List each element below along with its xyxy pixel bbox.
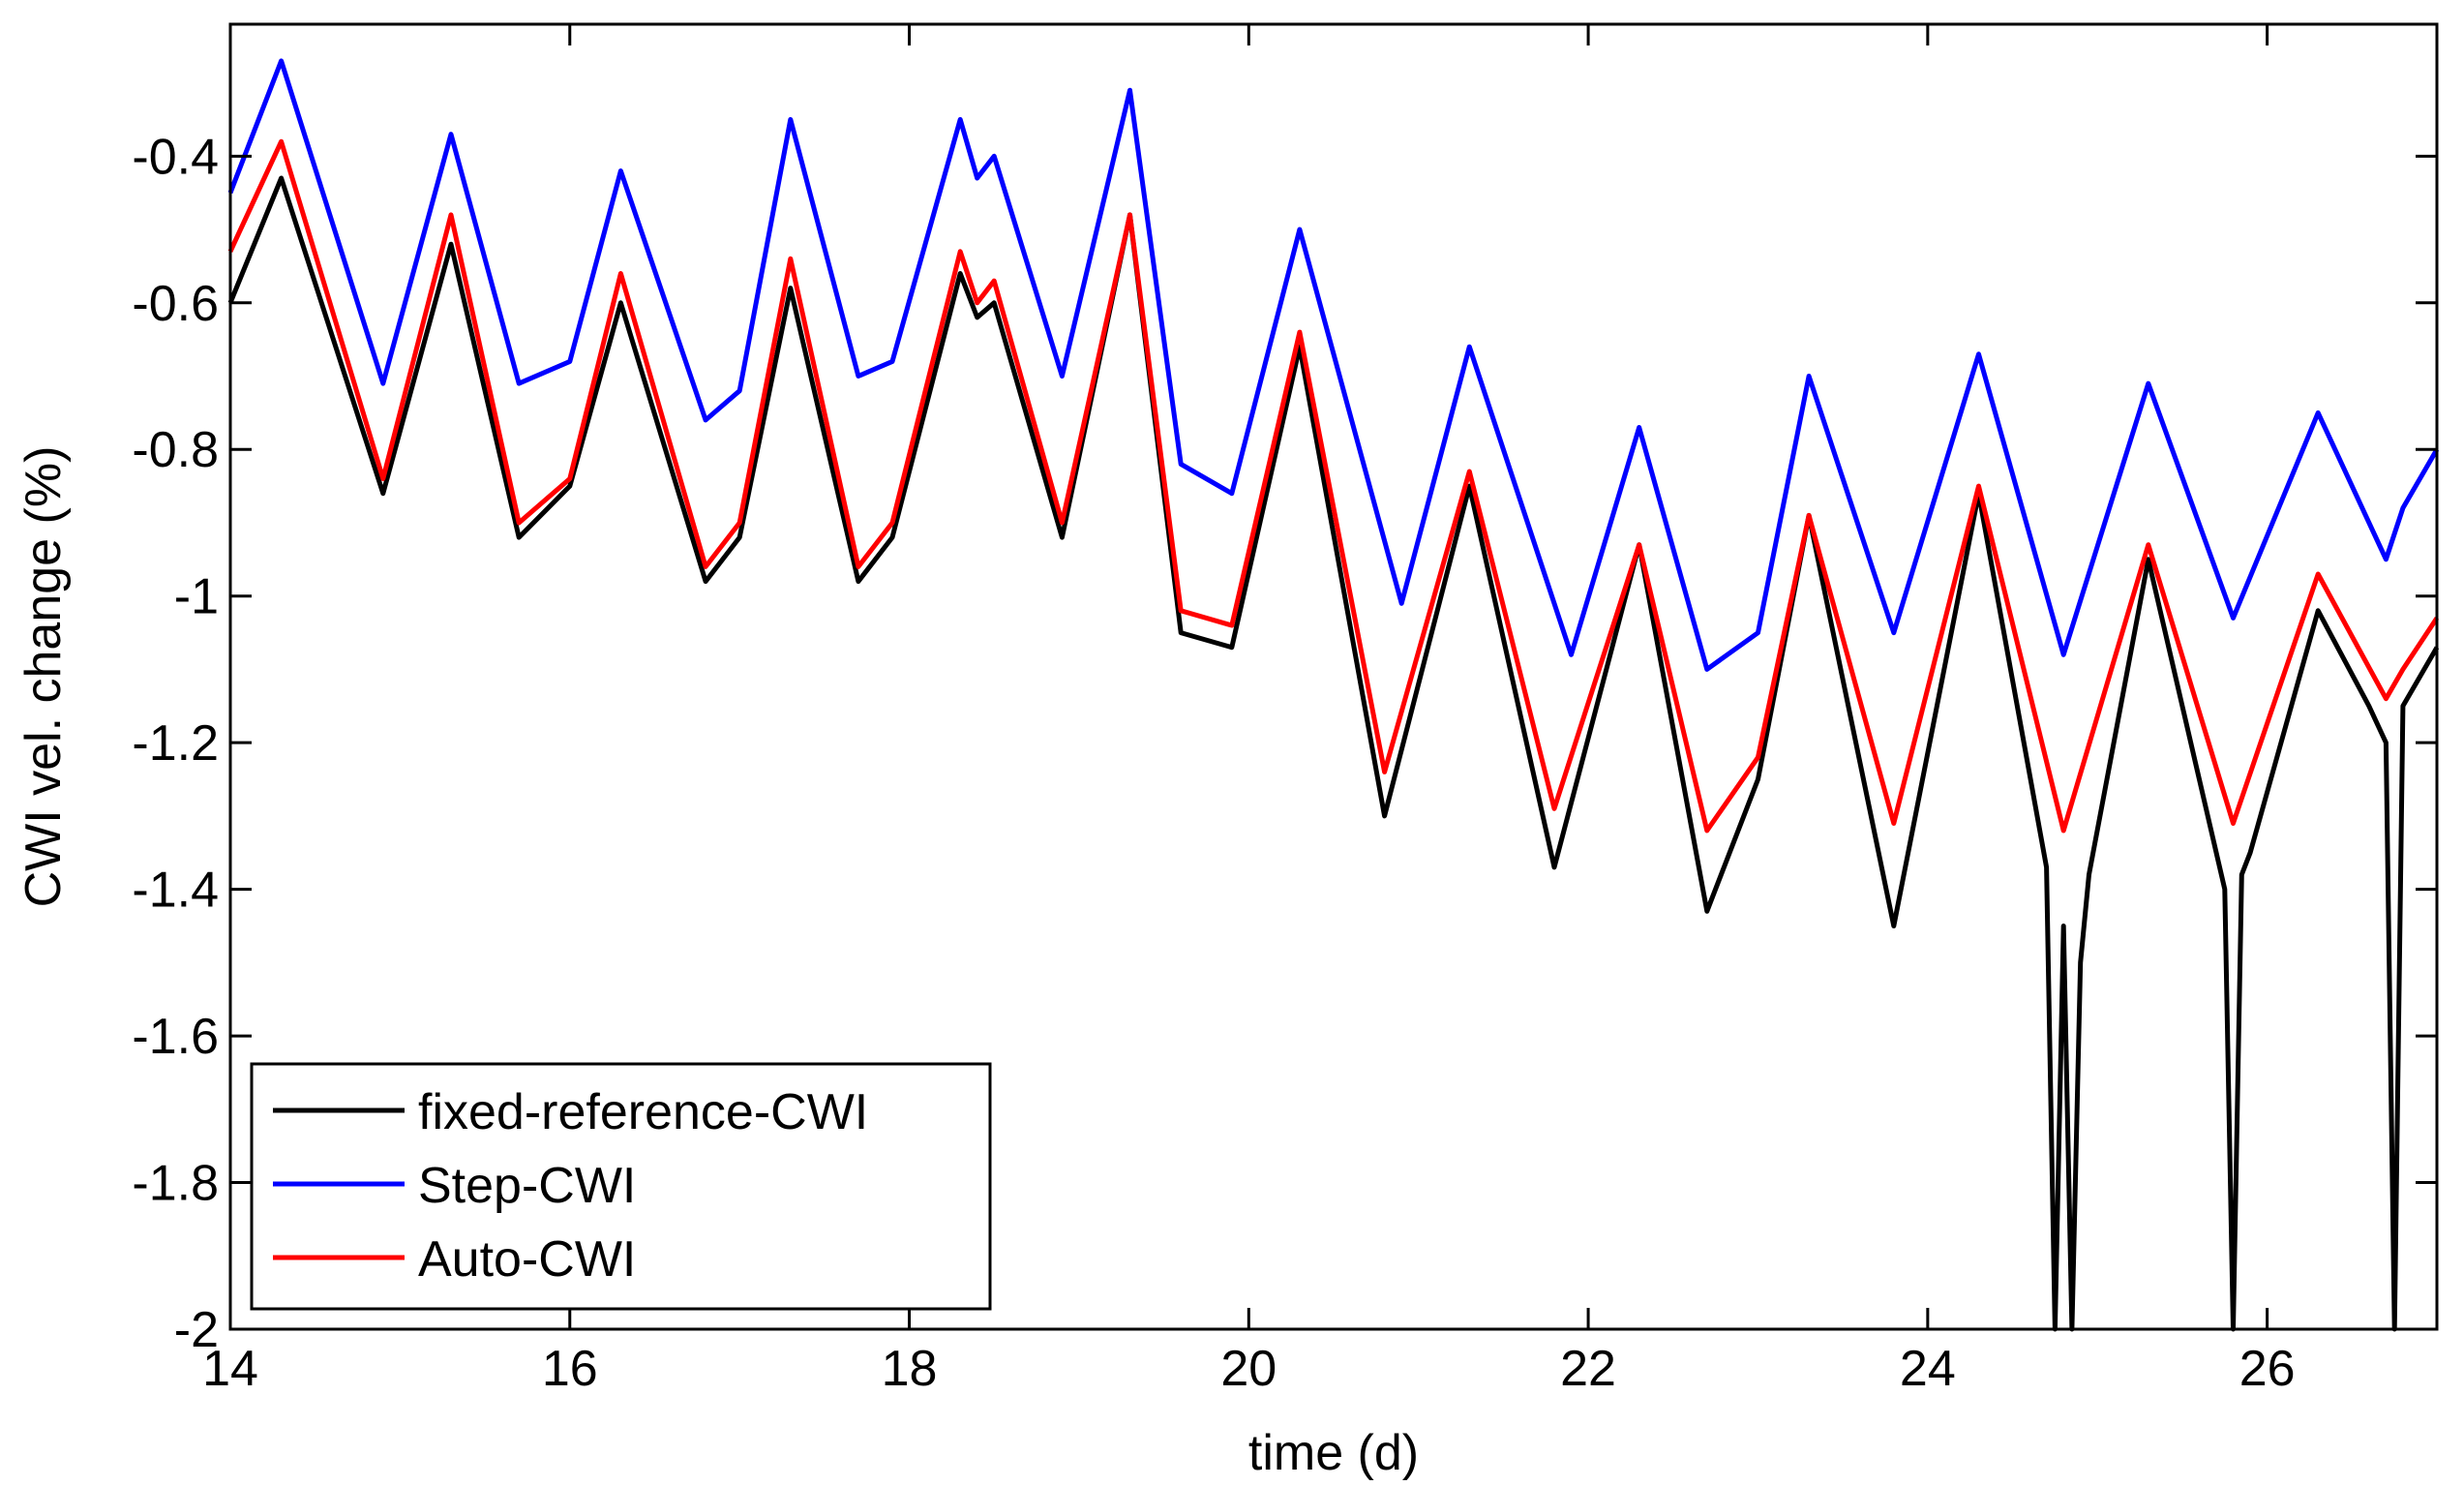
x-tick-label: 24: [1900, 1341, 1956, 1397]
x-axis-title: time (d): [1248, 1425, 1419, 1481]
y-axis-title: CWI vel. change (%): [15, 446, 72, 908]
x-tick-label: 18: [882, 1341, 938, 1397]
legend-label-step: Step-CWI: [418, 1158, 636, 1214]
x-tick-label: 16: [542, 1341, 598, 1397]
y-tick-label: -1.8: [132, 1156, 219, 1212]
legend: fixed-reference-CWI Step-CWI Auto-CWI: [250, 1062, 992, 1311]
y-tick-label: -1.6: [132, 1009, 219, 1065]
y-tick-label: -1: [174, 569, 219, 625]
y-tick-label: -0.6: [132, 276, 219, 332]
x-tick-label: 22: [1560, 1341, 1616, 1397]
y-tick-label: -0.8: [132, 422, 219, 478]
series-line-1: [227, 58, 2440, 672]
x-tick-label: 26: [2239, 1341, 2296, 1397]
y-tick-label: -1.2: [132, 715, 219, 772]
x-tick-label: 20: [1220, 1341, 1277, 1397]
plot-area-frame: [228, 22, 2439, 1331]
y-tick-label: -0.4: [132, 129, 219, 185]
series-layer: [227, 58, 2440, 1332]
legend-label-fixed-reference: fixed-reference-CWI: [418, 1084, 868, 1140]
x-tick-label: 14: [202, 1341, 258, 1397]
y-tick-label: -1.4: [132, 863, 219, 919]
legend-label-auto: Auto-CWI: [418, 1231, 636, 1288]
series-line-0: [227, 175, 2440, 1332]
series-line-2: [227, 138, 2440, 834]
tick-layer: 14 16 18 20 22 24 26 -2 -1.8 -1.6 -1.4 -1.2 -1 -0.8 -0…: [132, 24, 2437, 1397]
y-tick-label: -2: [174, 1302, 219, 1358]
